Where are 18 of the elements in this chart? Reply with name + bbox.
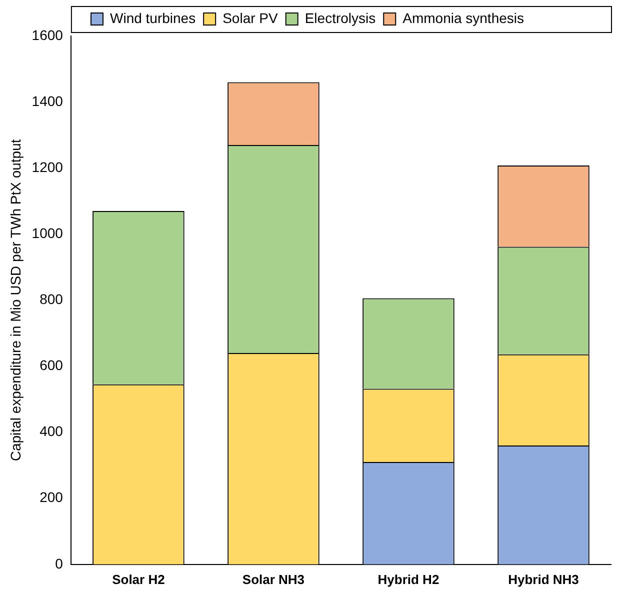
- legend-label: Ammonia synthesis: [402, 10, 524, 26]
- y-tick-label: 200: [40, 489, 64, 506]
- y-tick-label: 1400: [32, 92, 64, 109]
- legend-label: Wind turbines: [110, 10, 196, 26]
- y-tick-label: 1200: [32, 158, 64, 175]
- x-tick-label: Solar H2: [112, 572, 165, 587]
- x-tick-label: Hybrid NH3: [508, 572, 579, 587]
- x-tick-label: Hybrid H2: [378, 572, 440, 587]
- legend-label: Solar PV: [222, 10, 278, 26]
- x-tick-label: Solar NH3: [242, 572, 305, 587]
- y-tick-label: 1000: [32, 225, 64, 242]
- y-tick-label: 0: [55, 555, 64, 572]
- y-tick-label: 800: [40, 291, 64, 308]
- y-tick-label: 600: [40, 357, 64, 374]
- y-axis-title: Capital expenditure in Mio USD per TWh PtX output: [7, 139, 24, 462]
- y-tick-label: 1600: [32, 26, 64, 43]
- legend-label: Electrolysis: [304, 10, 376, 26]
- y-tick-label: 400: [40, 423, 64, 440]
